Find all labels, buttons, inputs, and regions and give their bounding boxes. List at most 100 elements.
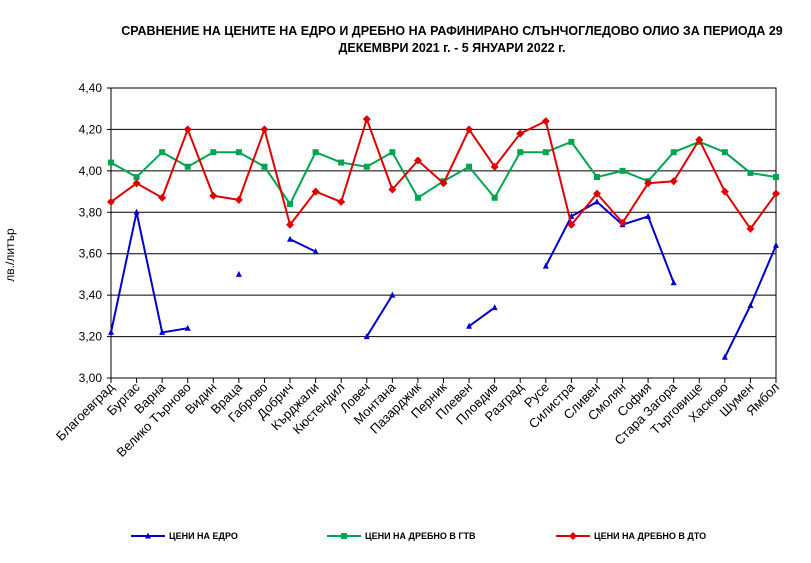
series-2-line-segment — [468, 166, 496, 199]
series-2-point — [261, 163, 268, 170]
series-3-line-segment — [749, 193, 777, 230]
series-1-point — [389, 291, 396, 298]
series-3-point — [413, 156, 422, 165]
series-1-point — [773, 241, 779, 248]
series-3-point — [311, 187, 320, 196]
series-1-point — [133, 208, 140, 215]
series-3-point — [388, 185, 397, 194]
series-2-line-segment — [673, 140, 700, 154]
series-1-point — [159, 328, 166, 335]
series-2-point — [593, 174, 600, 181]
series-2-line-segment — [493, 151, 522, 199]
series-2-point — [721, 149, 728, 156]
series-3-point — [209, 191, 218, 200]
series-2-point — [542, 149, 549, 156]
series-3 — [107, 115, 780, 233]
series-3-line-segment — [442, 128, 470, 184]
series-2-point — [670, 149, 677, 156]
series-2-point — [108, 159, 114, 166]
series-3-point — [669, 177, 678, 186]
series-2-line-segment — [366, 151, 393, 168]
series-3-line-segment — [391, 159, 419, 191]
chart-title-line-1: СРАВНЕНИЕ НА ЦЕНИТЕ НА ЕДРО И ДРЕБНО НА … — [121, 24, 783, 38]
y-tick-label: 4,40 — [79, 81, 103, 95]
y-tick-label: 4,00 — [79, 164, 103, 178]
series-1-point — [287, 235, 294, 242]
y-tick-label: 3,80 — [79, 205, 103, 219]
series-3-point — [260, 125, 269, 134]
series-3-line-segment — [237, 129, 266, 201]
series-3-line-segment — [315, 190, 342, 203]
series-2-point — [517, 149, 524, 156]
series-2-line-segment — [161, 151, 189, 168]
series-1-line-segment — [468, 306, 496, 328]
series-3-line-segment — [570, 193, 598, 226]
series-1-line-segment — [749, 245, 777, 306]
series-1-line-segment — [622, 215, 649, 226]
series-2-line-segment — [570, 141, 598, 178]
y-tick-label: 3,60 — [79, 247, 103, 261]
series-3-line-segment — [186, 129, 215, 197]
series-2-point — [773, 174, 779, 181]
series-2-line-segment — [417, 180, 445, 199]
y-tick-label: 3,40 — [79, 288, 103, 302]
series-2-point — [414, 194, 421, 201]
series-3-point — [286, 220, 295, 229]
series-1-point — [747, 302, 754, 308]
series-2-line-segment — [289, 151, 317, 205]
series-2-line-segment — [238, 151, 265, 168]
series-3-point — [362, 115, 371, 124]
series-3-point — [772, 189, 780, 198]
series-3-point — [465, 125, 474, 134]
series-2-point — [184, 163, 191, 170]
series-3-line-segment — [519, 120, 547, 135]
series-3-line-segment — [493, 132, 522, 168]
legend-swatch-marker — [145, 532, 151, 539]
legend-swatch-marker — [341, 533, 347, 539]
series-1-point — [184, 324, 191, 331]
series-1-line-segment — [596, 201, 624, 226]
series-1-point — [235, 270, 242, 277]
series-3-point — [567, 220, 576, 229]
legend-item-1: ЦЕНИ НА ЕДРО — [131, 531, 238, 541]
series-3-point — [695, 135, 704, 144]
series-1-point — [466, 322, 473, 329]
series-2-line-segment — [647, 151, 675, 182]
series-2-line-segment — [315, 151, 342, 164]
series-2-line-segment — [135, 151, 163, 178]
series-1-line-segment — [161, 327, 188, 334]
series-3-line-segment — [468, 128, 496, 168]
series-1-point — [108, 328, 114, 335]
series-1-line-segment — [110, 212, 138, 333]
series-3-line-segment — [672, 139, 701, 182]
series-3-line-segment — [110, 182, 138, 203]
series-2-line-segment — [263, 166, 291, 205]
series-3-point — [720, 187, 729, 196]
series-2-point — [619, 167, 626, 174]
series-3-point — [183, 125, 192, 134]
series-1 — [108, 198, 779, 360]
y-tick-label: 3,00 — [79, 371, 103, 385]
series-2-point — [287, 201, 294, 207]
series-2-point — [491, 194, 498, 201]
series-2-line-segment — [724, 151, 752, 174]
series-3-line-segment — [365, 118, 394, 190]
y-axis-label: лв./литър — [3, 228, 17, 282]
legend-label: ЦЕНИ НА ЕДРО — [169, 531, 238, 541]
series-2-point — [235, 149, 242, 156]
series-1-point — [363, 333, 370, 340]
series-3-line-segment — [724, 191, 752, 230]
series-1-point — [312, 248, 319, 255]
plot-frame — [110, 87, 777, 379]
series-3-point — [746, 224, 755, 233]
series-2 — [108, 138, 779, 207]
series-3-line-segment — [417, 159, 445, 185]
series-2-line-segment — [596, 169, 623, 179]
legend-item-2: ЦЕНИ НА ДРЕБНО В ГТВ — [327, 531, 476, 541]
series-2-point — [338, 159, 345, 166]
series-1-point — [645, 212, 652, 219]
series-3-point — [158, 193, 167, 202]
series-2-line-segment — [187, 151, 214, 168]
series-2-point — [133, 174, 140, 181]
series-3-line-segment — [648, 180, 674, 185]
